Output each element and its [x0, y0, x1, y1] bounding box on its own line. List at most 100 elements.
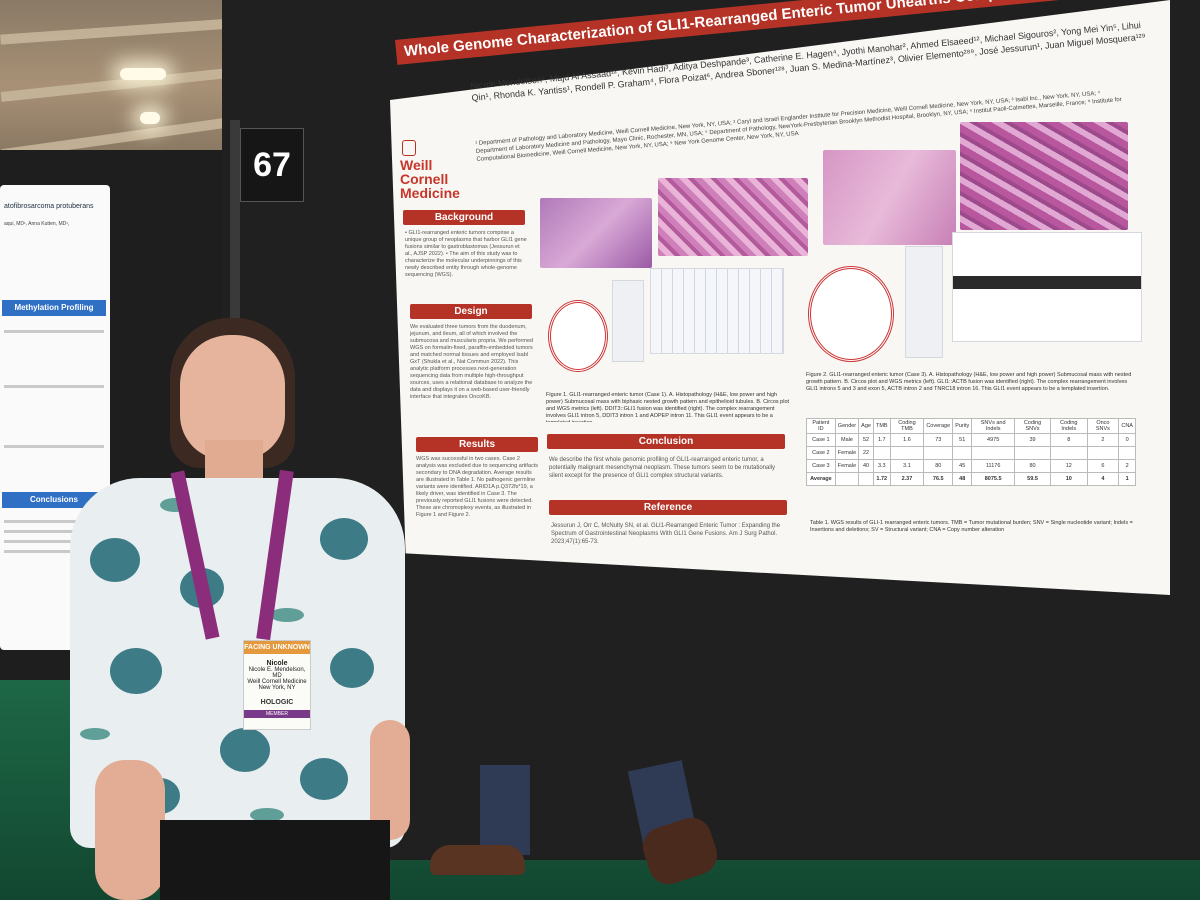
table-header: Purity	[952, 418, 973, 434]
table-cell: 1.72	[872, 472, 891, 486]
table-cell: 59.5	[1014, 472, 1052, 486]
table-cell: 10	[1050, 472, 1088, 486]
table-cell: 4	[1086, 472, 1120, 486]
table-cell: Female	[834, 446, 860, 460]
table-row: Case 3 Female 40 3.3 3.1 80 45 11176 80 …	[806, 459, 1136, 473]
table-cell: 51	[952, 433, 973, 447]
table-cell	[1050, 446, 1088, 460]
section-body-reference: Jessurun J, Orr C, McNulty SN, et al. GL…	[551, 523, 781, 545]
table-row: Average 1.72 2.37 76.5 48 8075.5 59.5 10…	[806, 472, 1136, 486]
badge-full-name: Nicole E. Mendelson, MD	[248, 667, 306, 679]
table-header-row: Patient ID Gender Age TMB Coding TMB Cov…	[806, 418, 1136, 434]
section-header-design: Design	[410, 304, 532, 319]
histology-image	[540, 198, 652, 268]
table-cell	[923, 446, 954, 460]
table-cell: 3.3	[872, 459, 891, 473]
table-cell: Case 1	[806, 433, 836, 447]
table-cell: 8	[1050, 433, 1088, 447]
table-cell	[971, 446, 1016, 460]
table-cell: 4975	[971, 433, 1016, 447]
table-cell: 76.5	[923, 472, 954, 486]
cornell-seal-icon	[402, 140, 416, 156]
presenter-face	[180, 335, 285, 460]
table-cell: Male	[834, 433, 860, 447]
table-cell: 80	[1014, 459, 1052, 473]
ceiling-light	[140, 112, 160, 124]
table-cell: 45	[952, 459, 973, 473]
wgs-metrics-panel	[905, 246, 943, 358]
table-header: Coding Indels	[1050, 418, 1088, 434]
table-cell: Case 2	[806, 446, 836, 460]
histology-image	[823, 150, 956, 245]
table-header: Coverage	[923, 418, 954, 434]
table-cell	[834, 472, 860, 486]
table-header: TMB	[872, 418, 891, 434]
left-section-methylation: Methylation Profiling	[2, 300, 106, 316]
table-cell	[872, 446, 891, 460]
badge-location: New York, NY	[258, 685, 296, 691]
table-cell: Average	[806, 472, 836, 486]
table-header: Coding SNVs	[1014, 418, 1052, 434]
badge-sponsor-logo: HOLOGIC	[260, 699, 294, 706]
table-cell: 39	[1014, 433, 1052, 447]
table-cell: 12	[1050, 459, 1088, 473]
weill-cornell-logo: Weill Cornell Medicine	[400, 140, 480, 200]
left-poster-authors: aqui, MD¹, Anna Kutten, MD¹,	[4, 221, 70, 227]
table-cell	[952, 446, 973, 460]
table-cell	[889, 446, 925, 460]
table-cell: 1	[1118, 472, 1136, 486]
section-body-results: WGS was successful in two cases. Case 2 …	[416, 456, 538, 518]
table-cell: 3.1	[889, 459, 925, 473]
fusion-diagram	[650, 268, 784, 354]
table1-caption: Table 1. WGS results of GLI-1 rearranged…	[810, 520, 1133, 533]
figure1-caption: Figure 1. GLI1-rearranged enteric tumor …	[546, 392, 790, 422]
histology-image	[658, 178, 808, 256]
histology-image	[960, 122, 1128, 230]
table-header: CNA	[1118, 418, 1136, 434]
badge-event-name: FACING UNKNOWN	[244, 641, 310, 654]
table-cell: 48	[952, 472, 973, 486]
table-cell: 80	[923, 459, 954, 473]
name-badge: FACING UNKNOWN Nicole Nicole E. Mendelso…	[243, 640, 311, 730]
table-cell: Female	[834, 459, 860, 473]
table-cell	[1014, 446, 1052, 460]
wgs-metrics-panel	[612, 280, 644, 362]
circos-plot	[808, 266, 894, 362]
table-cell: 2	[1118, 459, 1136, 473]
booth-number-sign: 67	[240, 128, 304, 202]
figure2-caption: Figure 2. GLI1-rearranged enteric tumor …	[806, 372, 1132, 392]
left-section-conclusions: Conclusions	[2, 492, 106, 508]
table-cell	[858, 472, 874, 486]
table-header: Patient ID	[806, 418, 836, 434]
badge-institution: Weill Cornell Medicine	[247, 679, 307, 685]
table-header: Age	[858, 418, 874, 434]
shoe	[430, 845, 525, 875]
table-cell: 8075.5	[971, 472, 1016, 486]
table-cell: 1.6	[889, 433, 925, 447]
badge-first-name: Nicole	[266, 660, 288, 667]
section-body-background: • GLI1-rearranged enteric tumors compris…	[405, 230, 527, 278]
table-header: Coding TMB	[889, 418, 925, 434]
section-body-design: We evaluated three tumors from the duode…	[410, 324, 534, 400]
presenter-hand	[95, 760, 165, 900]
section-header-results: Results	[416, 437, 538, 452]
table-header: SNVs and Indels	[971, 418, 1016, 434]
table-cell: 0	[1118, 433, 1136, 447]
badge-category: MEMBER	[244, 710, 310, 718]
table-row: Case 2 Female 22	[806, 446, 1136, 460]
table-cell: 22	[858, 446, 874, 460]
table-cell	[1118, 446, 1136, 460]
table-cell: 73	[923, 433, 954, 447]
table-cell: 11176	[971, 459, 1016, 473]
table-cell: 2	[1086, 433, 1120, 447]
background-person-leg	[480, 765, 530, 855]
table-cell: 6	[1086, 459, 1120, 473]
left-poster-title: atofibrosarcoma protuberans	[4, 203, 94, 210]
table-cell: 1.7	[872, 433, 891, 447]
section-header-background: Background	[403, 210, 525, 225]
table-cell	[1086, 446, 1120, 460]
fusion-diagram	[952, 232, 1142, 342]
table-header: Gender	[834, 418, 860, 434]
ceiling-light	[120, 68, 166, 80]
table-header: Onco SNVs	[1086, 418, 1120, 434]
